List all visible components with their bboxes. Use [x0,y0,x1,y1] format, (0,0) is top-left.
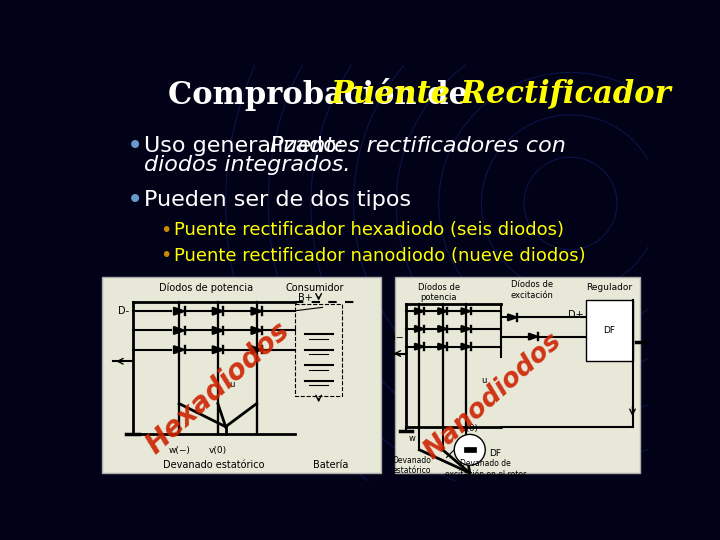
Text: u: u [482,376,487,385]
FancyBboxPatch shape [464,448,476,452]
Polygon shape [462,343,471,350]
Polygon shape [415,343,424,350]
Text: Uso generalizado:: Uso generalizado: [144,136,351,156]
Polygon shape [462,308,471,314]
FancyBboxPatch shape [395,276,640,473]
Text: Regulador: Regulador [586,283,632,292]
Text: D−: D− [388,333,404,343]
Text: Puente rectificador nanodiodo (nueve diodos): Puente rectificador nanodiodo (nueve dio… [174,247,585,265]
Text: Devanado estatórico: Devanado estatórico [163,460,265,470]
Circle shape [454,434,485,465]
Text: w(−): w(−) [168,446,190,455]
Text: Díodos de
excitación: Díodos de excitación [510,280,553,300]
Text: Puente rectificador hexadiodo (seis diodos): Puente rectificador hexadiodo (seis diod… [174,221,564,239]
Text: v(0): v(0) [462,424,478,433]
Text: D-: D- [117,306,129,316]
Polygon shape [462,326,471,332]
Text: Devanado de
excitación en el rotor: Devanado de excitación en el rotor [445,460,526,479]
Polygon shape [438,343,447,350]
Text: Pueden ser de dos tipos: Pueden ser de dos tipos [144,190,411,210]
Polygon shape [438,308,447,314]
Text: •: • [127,186,143,213]
Polygon shape [528,333,538,340]
Text: Puentes rectificadores con: Puentes rectificadores con [270,136,566,156]
Text: D+: D+ [568,310,584,320]
Text: v(0): v(0) [209,446,227,455]
Text: Díodos de potencia: Díodos de potencia [159,283,253,293]
Text: diodos integrados.: diodos integrados. [144,155,351,175]
Text: •: • [160,246,171,265]
Polygon shape [415,326,424,332]
Polygon shape [415,308,424,314]
Text: u: u [230,380,235,389]
Text: Nanodiodos: Nanodiodos [419,328,567,464]
Polygon shape [251,307,262,315]
Text: B+: B+ [297,293,312,303]
Text: DF: DF [489,449,501,458]
Polygon shape [212,327,223,334]
Polygon shape [508,314,517,321]
Polygon shape [174,307,184,315]
Text: •: • [160,221,171,240]
Polygon shape [251,346,262,354]
Text: Comprobación de: Comprobación de [168,78,478,111]
Polygon shape [212,346,223,354]
FancyBboxPatch shape [586,300,632,361]
Polygon shape [212,307,223,315]
Polygon shape [174,327,184,334]
Text: Hexadiodos: Hexadiodos [140,316,295,460]
Text: w: w [408,434,415,443]
Polygon shape [174,346,184,354]
Text: Díodos de
potencia: Díodos de potencia [418,283,460,302]
Text: Devanado
estatórico: Devanado estatórico [392,456,431,475]
Text: Consumidor: Consumidor [286,283,344,293]
Text: DF: DF [603,326,616,335]
Text: Puente Rectificador: Puente Rectificador [330,78,671,110]
Text: Batería: Batería [312,460,348,470]
Text: •: • [127,132,143,160]
FancyBboxPatch shape [102,276,381,473]
Polygon shape [438,326,447,332]
Polygon shape [251,327,262,334]
